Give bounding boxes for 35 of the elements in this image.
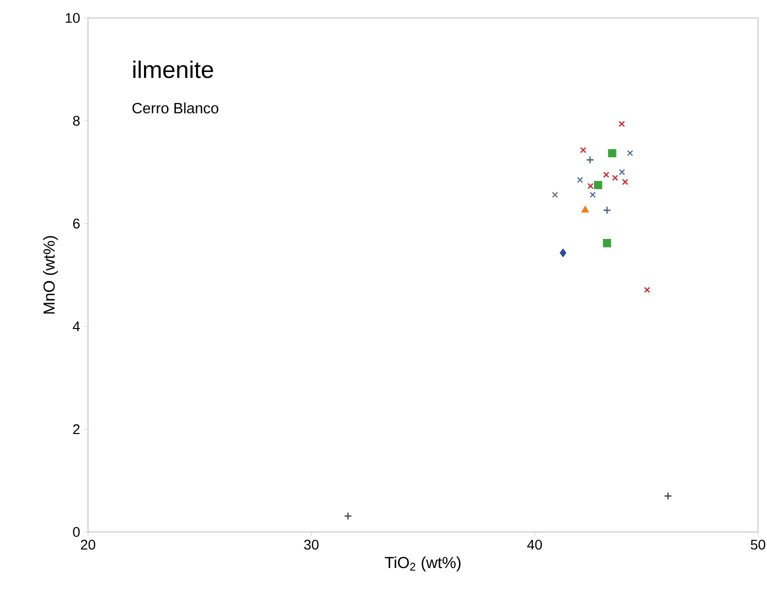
point	[626, 150, 634, 156]
point	[608, 149, 616, 158]
point	[580, 147, 586, 154]
point	[603, 172, 610, 178]
point	[590, 192, 596, 198]
point	[560, 248, 566, 257]
x-tick-label: 30	[304, 540, 319, 550]
point	[552, 192, 558, 198]
x-tick-label: 50	[750, 540, 766, 550]
point	[618, 120, 625, 127]
point	[602, 206, 612, 214]
point	[664, 492, 672, 500]
y-tick-label: 2	[73, 424, 80, 434]
point	[586, 156, 594, 164]
point	[344, 512, 352, 520]
y-tick-label: 6	[73, 218, 80, 229]
x-axis-title: TiO$_{2}$ (wt%)	[384, 556, 460, 572]
x-tick-label: 20	[80, 540, 96, 550]
point	[644, 286, 650, 293]
y-tick-label: 10	[66, 13, 80, 23]
point	[612, 174, 618, 181]
x-tick-label: 40	[527, 540, 542, 550]
point	[576, 176, 584, 183]
annotation: ilmenite	[133, 60, 214, 78]
y-tick-label: 8	[73, 116, 80, 126]
point	[594, 180, 602, 190]
y-axis-title: MnO (wt%)	[43, 236, 58, 314]
point	[602, 239, 612, 248]
point	[582, 206, 589, 213]
y-tick-label: 4	[72, 322, 80, 332]
point	[618, 169, 626, 176]
point	[587, 182, 594, 190]
annotation: Cerro Blanco	[132, 102, 218, 114]
point	[622, 178, 628, 186]
y-tick-label: 0	[73, 527, 80, 537]
